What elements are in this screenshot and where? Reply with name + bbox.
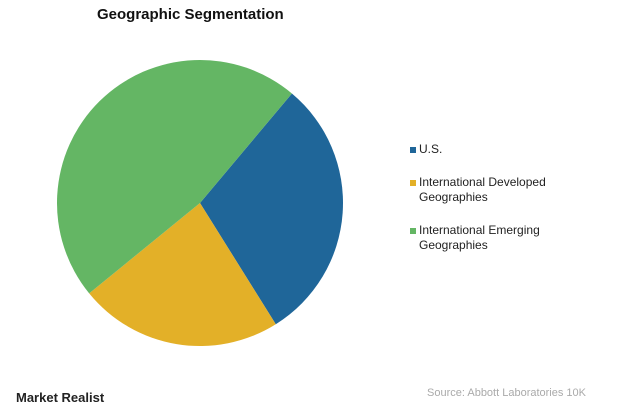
legend-swatch bbox=[410, 180, 416, 186]
legend-entry: U.S. bbox=[410, 142, 590, 157]
legend-swatch bbox=[410, 147, 416, 153]
source-note: Source: Abbott Laboratories 10K bbox=[427, 387, 586, 399]
legend-label: International Emerging Geographies bbox=[419, 223, 540, 252]
legend-label: U.S. bbox=[419, 142, 443, 156]
pie-slice bbox=[57, 60, 292, 294]
legend-entry: International Developed Geographies bbox=[410, 175, 590, 205]
legend: U.S. International Developed Geographies I… bbox=[410, 142, 590, 271]
legend-entry: International Emerging Geographies bbox=[410, 223, 590, 253]
legend-swatch bbox=[410, 228, 416, 234]
brand-logo: Market Realist bbox=[16, 390, 105, 405]
pie-slice bbox=[200, 93, 343, 325]
pie-slice bbox=[89, 203, 276, 346]
legend-label: International Developed Geographies bbox=[419, 175, 546, 204]
chart-title: Geographic Segmentation bbox=[97, 6, 284, 23]
